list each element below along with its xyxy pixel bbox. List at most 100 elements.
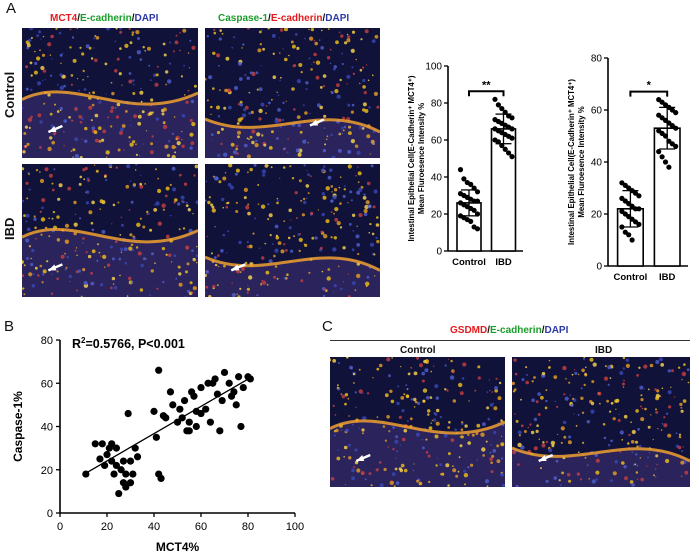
cell-dot: [643, 364, 648, 369]
cell-dot: [545, 399, 548, 403]
cell-dot: [668, 405, 672, 409]
micrograph-texture: [512, 357, 690, 487]
cell-dot: [257, 48, 262, 53]
cell-dot: [129, 124, 132, 127]
cell-dot: [280, 76, 282, 79]
cell-dot: [492, 402, 495, 405]
cell-dot: [563, 393, 566, 396]
cell-dot: [98, 100, 102, 104]
cell-dot: [661, 387, 664, 390]
cell-dot: [245, 205, 250, 210]
cell-dot: [191, 45, 196, 50]
cell-dot: [594, 453, 598, 457]
cell-dot: [435, 464, 438, 467]
cell-dot: [110, 286, 113, 290]
cell-dot: [132, 183, 136, 187]
cell-dot: [325, 186, 330, 191]
cell-dot: [114, 69, 118, 73]
cell-dot: [139, 288, 144, 292]
cell-dot: [531, 398, 535, 402]
cell-dot: [448, 421, 451, 424]
cell-dot: [271, 98, 273, 101]
cell-dot: [192, 257, 196, 262]
cell-dot: [82, 237, 85, 240]
cell-dot: [663, 416, 666, 419]
cell-dot: [58, 31, 62, 35]
data-point: [119, 457, 128, 465]
cell-dot: [205, 270, 210, 274]
cell-dot: [535, 429, 539, 433]
cell-dot: [687, 381, 690, 384]
cell-dot: [344, 402, 347, 406]
cell-dot: [250, 110, 254, 114]
cell-dot: [356, 150, 361, 155]
cell-dot: [595, 458, 600, 463]
cell-dot: [153, 208, 158, 212]
data-point: [112, 461, 120, 470]
cell-dot: [248, 91, 251, 94]
cell-dot: [130, 243, 134, 247]
cell-dot: [391, 357, 393, 359]
cell-dot: [291, 177, 295, 180]
cell-dot: [101, 138, 105, 142]
cell-dot: [314, 236, 318, 240]
cell-dot: [29, 61, 33, 65]
data-point: [495, 139, 501, 145]
caspase1-control-image: [205, 28, 380, 158]
cell-dot: [302, 139, 307, 144]
cell-dot: [339, 287, 343, 291]
micrograph-texture: [22, 164, 198, 297]
cell-dot: [347, 164, 352, 169]
cell-dot: [358, 389, 363, 394]
cell-dot: [236, 122, 240, 125]
cell-dot: [231, 293, 236, 297]
cell-dot: [71, 36, 75, 39]
cell-dot: [67, 186, 72, 191]
cell-dot: [98, 126, 102, 130]
cell-dot: [322, 74, 327, 78]
cell-dot: [362, 66, 365, 69]
cell-dot: [266, 283, 269, 286]
cell-dot: [189, 39, 192, 42]
cell-dot: [278, 37, 281, 39]
cell-dot: [635, 409, 639, 413]
cell-dot: [278, 177, 281, 180]
cell-dot: [132, 92, 136, 95]
cell-dot: [41, 198, 46, 203]
cell-dot: [336, 94, 341, 99]
cell-dot: [110, 106, 115, 110]
cell-dot: [163, 53, 167, 57]
cell-dot: [490, 443, 492, 446]
cell-dot: [235, 201, 238, 204]
cell-dot: [523, 430, 527, 433]
cell-dot: [222, 233, 226, 237]
x-tick-label: 80: [242, 521, 254, 533]
cell-dot: [288, 208, 292, 213]
cell-dot: [28, 173, 30, 176]
cell-dot: [272, 52, 275, 55]
cell-dot: [88, 210, 93, 215]
data-point: [103, 451, 111, 459]
cell-dot: [363, 193, 366, 196]
cell-dot: [615, 408, 617, 410]
cell-dot: [220, 127, 224, 131]
cell-dot: [264, 164, 269, 168]
cell-dot: [183, 94, 186, 96]
cell-dot: [88, 92, 91, 94]
cell-dot: [274, 119, 279, 124]
cell-dot: [225, 56, 230, 61]
cell-dot: [157, 221, 162, 226]
cell-dot: [592, 362, 597, 367]
cell-dot: [340, 34, 344, 38]
cell-dot: [548, 359, 551, 362]
cell-dot: [545, 479, 549, 483]
cell-dot: [136, 50, 142, 55]
cell-dot: [95, 169, 99, 173]
cell-dot: [333, 236, 337, 240]
cell-dot: [51, 140, 55, 145]
cell-dot: [447, 484, 450, 487]
cell-dot: [373, 91, 378, 96]
cell-dot: [562, 365, 567, 371]
cell-dot: [178, 272, 182, 276]
cell-dot: [282, 101, 285, 105]
